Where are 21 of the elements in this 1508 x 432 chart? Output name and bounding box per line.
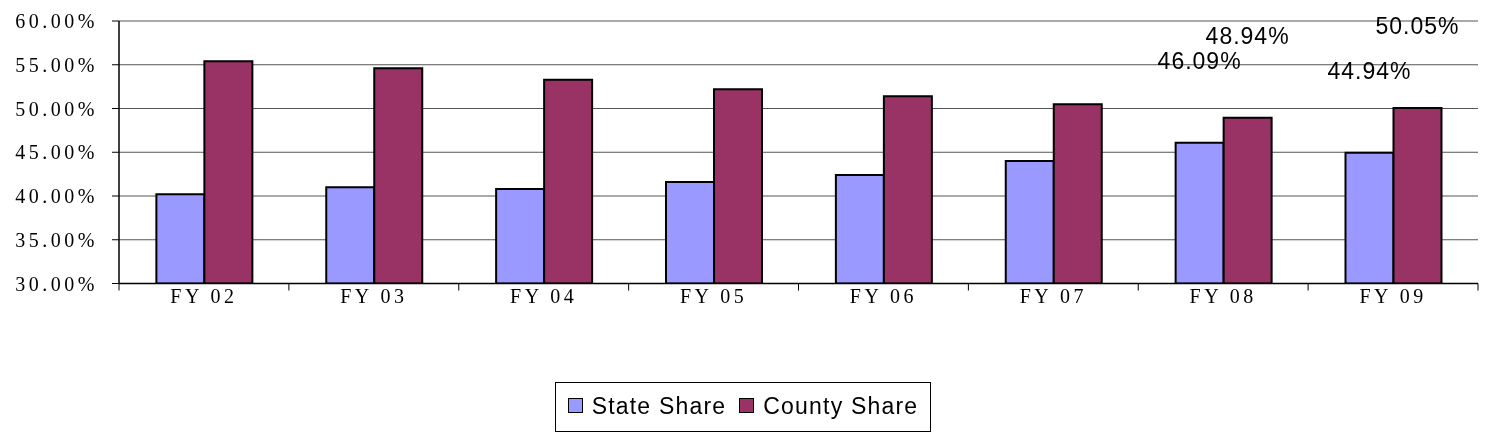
data-label: 44.94% <box>1327 57 1412 84</box>
y-tick-label: 45.00% <box>15 141 98 164</box>
x-tick-label: FY 04 <box>510 284 578 307</box>
x-tick-label: FY 05 <box>679 284 748 307</box>
y-tick-label: 30.00% <box>15 272 98 295</box>
y-tick-label: 55.00% <box>15 53 98 76</box>
data-label: 46.09% <box>1157 47 1242 74</box>
x-tick-label: FY 02 <box>170 284 238 307</box>
legend-label: County Share <box>763 392 919 419</box>
y-tick-label: 60.00% <box>15 10 98 32</box>
x-tick-label: FY 07 <box>1019 284 1087 307</box>
y-tick-label: 35.00% <box>15 228 98 251</box>
x-tick-label: FY 08 <box>1189 284 1257 307</box>
x-tick-label: FY 09 <box>1359 284 1427 307</box>
x-tick-label: FY 03 <box>340 284 408 307</box>
data-label: 50.05% <box>1375 13 1460 40</box>
y-tick-label: 40.00% <box>15 185 98 207</box>
y-tick-label: 50.00% <box>15 97 98 120</box>
data-label: 48.94% <box>1205 22 1290 49</box>
legend-label: State Share <box>591 392 727 419</box>
x-tick-label: FY 06 <box>849 284 918 307</box>
